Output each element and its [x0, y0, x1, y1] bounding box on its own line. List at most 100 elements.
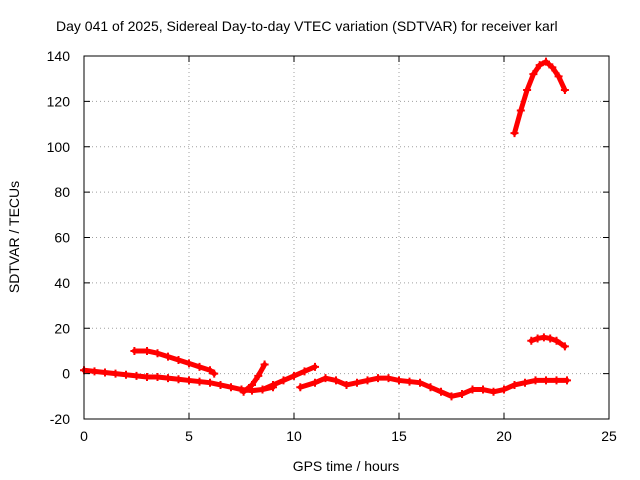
y-tick-label: 100 — [47, 139, 71, 155]
data-point-marker — [353, 378, 361, 387]
data-point-marker — [101, 368, 109, 377]
data-point-marker — [552, 336, 561, 345]
data-point-marker — [468, 385, 477, 394]
data-point-marker — [563, 376, 571, 385]
y-tick-label: 20 — [54, 320, 70, 336]
data-point-marker — [239, 387, 248, 396]
data-point-marker — [523, 86, 532, 95]
x-tick-label: 0 — [80, 428, 88, 444]
data-point-marker — [560, 86, 569, 95]
data-point-marker — [122, 370, 130, 379]
data-point-marker — [531, 376, 540, 385]
data-point-marker — [416, 378, 424, 387]
data-point-marker — [174, 375, 183, 384]
data-point-marker — [296, 383, 305, 392]
data-point-marker — [384, 374, 393, 383]
plot-frame — [83, 55, 610, 420]
data-point-marker — [548, 63, 557, 72]
data-point-marker — [90, 367, 99, 376]
data-point-marker — [216, 380, 225, 389]
data-point-marker — [533, 334, 542, 343]
y-tick-label: 140 — [47, 48, 71, 64]
data-point-marker — [552, 376, 561, 385]
series-arc-rising-large — [510, 57, 569, 138]
data-point-marker — [254, 371, 263, 380]
data-point-marker — [153, 349, 162, 358]
x-tick-label: 5 — [185, 428, 193, 444]
data-point-marker — [143, 346, 151, 355]
series-line — [512, 59, 568, 136]
data-point-marker — [542, 376, 550, 385]
data-point-marker — [332, 376, 340, 385]
data-series — [80, 57, 571, 401]
data-point-marker — [510, 380, 519, 389]
data-point-marker — [500, 385, 508, 394]
y-tick-label: -20 — [50, 411, 70, 427]
data-point-marker — [111, 369, 120, 378]
data-point-marker — [321, 374, 330, 383]
data-point-marker — [405, 377, 414, 386]
data-point-marker — [560, 342, 569, 351]
data-point-marker — [227, 383, 235, 392]
data-point-marker — [342, 380, 351, 389]
series-arc-late-small — [527, 333, 569, 351]
data-point-marker — [437, 387, 445, 396]
data-point-marker — [206, 366, 214, 375]
data-point-marker — [542, 57, 550, 66]
x-tick-label: 25 — [601, 428, 617, 444]
y-axis-label: SDTVAR / TECUs — [6, 181, 22, 293]
data-point-marker — [195, 362, 204, 371]
series-arc-midday-b — [296, 374, 571, 401]
data-point-marker — [458, 390, 466, 399]
y-tick-label: 80 — [54, 184, 70, 200]
x-axis-label: GPS time / hours — [293, 458, 400, 474]
x-tick-label: 15 — [391, 428, 407, 444]
data-point-marker — [185, 359, 193, 368]
grid-lines — [84, 56, 609, 419]
data-point-marker — [539, 333, 548, 342]
data-point-marker — [546, 334, 555, 343]
data-point-marker — [529, 70, 538, 79]
data-point-marker — [510, 129, 519, 138]
data-point-marker — [447, 392, 456, 401]
data-point-marker — [153, 373, 162, 382]
chart-title: Day 041 of 2025, Sidereal Day-to-day VTE… — [56, 18, 558, 34]
data-point-marker — [195, 377, 204, 386]
series-line — [241, 362, 268, 395]
data-point-marker — [290, 371, 298, 380]
data-point-marker — [311, 378, 319, 387]
data-point-marker — [132, 371, 141, 380]
data-point-marker — [174, 356, 183, 365]
data-point-marker — [210, 369, 219, 378]
data-point-marker — [185, 376, 193, 385]
y-tick-label: 120 — [47, 93, 71, 109]
data-point-marker — [258, 385, 267, 394]
y-tick-label: 40 — [54, 275, 70, 291]
data-point-marker — [300, 367, 309, 376]
data-point-marker — [516, 106, 525, 115]
data-point-marker — [311, 362, 319, 371]
data-point-marker — [143, 373, 151, 382]
series-arc-midday-a — [258, 362, 319, 394]
data-point-marker — [164, 374, 172, 383]
data-point-marker — [479, 385, 487, 394]
x-tick-label: 10 — [286, 428, 302, 444]
series-arc-morning-high — [130, 346, 219, 378]
data-point-marker — [374, 374, 382, 383]
y-tick-label: 0 — [62, 366, 70, 382]
data-point-marker — [535, 61, 544, 70]
y-tick-label: 60 — [54, 230, 70, 246]
data-point-marker — [130, 346, 139, 355]
x-tick-label: 20 — [496, 428, 512, 444]
data-point-marker — [527, 336, 536, 345]
data-point-marker — [426, 383, 435, 392]
series-arc-hook — [239, 360, 269, 396]
axis-ticks: 0 5 10 15 20 25 -20 0 20 40 60 80 100 120 140 — [47, 48, 617, 444]
data-point-marker — [260, 360, 269, 369]
data-point-marker — [554, 72, 563, 81]
data-point-marker — [206, 378, 214, 387]
data-point-marker — [248, 380, 256, 389]
data-point-marker — [279, 376, 288, 385]
data-point-marker — [395, 376, 403, 385]
